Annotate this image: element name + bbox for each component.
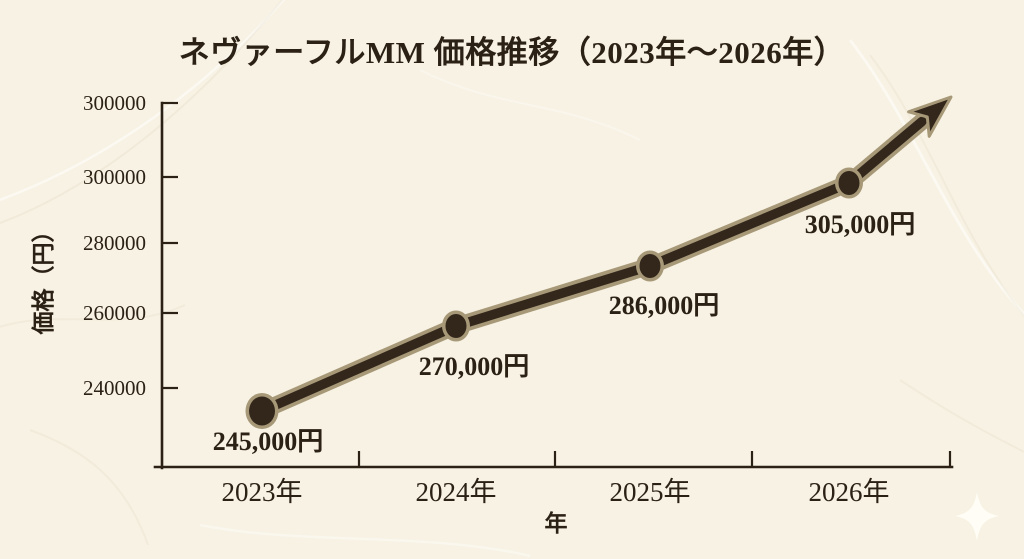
data-point [249, 396, 275, 426]
trend-arrowhead-icon [907, 95, 953, 138]
y-tick-label: 280000 [83, 231, 146, 255]
x-tick-label: 2025年 [610, 477, 691, 507]
y-tick-label: 300000 [83, 91, 146, 115]
point-label: 270,000円 [419, 352, 530, 381]
x-tick-label: 2024年 [416, 477, 497, 507]
y-tick-label: 260000 [83, 301, 146, 325]
data-point [639, 254, 661, 278]
point-label: 245,000円 [213, 427, 324, 456]
y-tick-label: 300000 [83, 165, 146, 189]
data-point [838, 171, 860, 195]
x-tick-label: 2026年 [809, 477, 890, 507]
y-tick-label: 240000 [83, 376, 146, 400]
axes [153, 101, 954, 470]
x-tick-label: 2023年 [222, 477, 303, 507]
chart-title: ネヴァーフルMM 価格推移（2023年〜2026年） [178, 35, 846, 70]
point-label: 286,000円 [609, 291, 720, 320]
trend-line [257, 116, 927, 416]
data-point [445, 314, 467, 338]
y-axis-title: 価格（円） [30, 220, 56, 336]
x-axis-title: 年 [545, 510, 568, 536]
point-label: 305,000円 [805, 210, 916, 239]
